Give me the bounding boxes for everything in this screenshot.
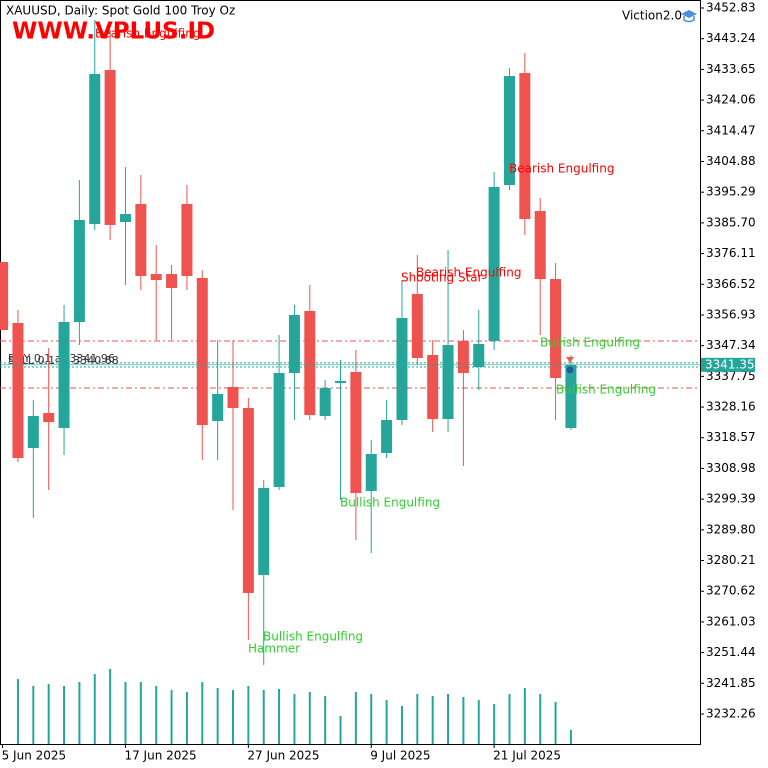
pattern-label: Shooting Star [401, 271, 483, 285]
signal-dot [566, 366, 574, 374]
x-tick-label: 21 Jul 2025 [493, 749, 561, 763]
y-tick-label: 3241.85 [706, 676, 756, 690]
candle-body [73, 219, 85, 323]
candle-body [43, 413, 55, 422]
y-tick-label: 3318.57 [706, 430, 756, 444]
y-tick-label: 3337.75 [706, 369, 756, 383]
candle-body [58, 322, 70, 429]
signal-arrow [566, 357, 574, 363]
y-tick-label: 3452.83 [706, 1, 756, 15]
candle-body [411, 293, 423, 359]
y-tick-label: 3299.39 [706, 492, 756, 506]
pattern-label: Bullish Engulfing [263, 630, 363, 644]
candle-body [166, 274, 178, 289]
candle-body [181, 203, 193, 277]
candle-body [0, 262, 9, 331]
pattern-label: Bullish Engulfing [556, 383, 656, 397]
candle-body [27, 416, 39, 449]
candle-body [442, 345, 454, 420]
y-tick-label: 3280.21 [706, 553, 756, 567]
y-tick-label: 3395.29 [706, 185, 756, 199]
candle-body [365, 454, 377, 492]
pattern-label: Bullish Engulfing [340, 496, 440, 510]
candle-body [550, 279, 562, 378]
candle-body [288, 314, 300, 373]
y-tick-label: 3433.65 [706, 62, 756, 76]
candle-body [503, 75, 515, 186]
candle-body [396, 318, 408, 421]
pattern-label: Bearish Engulfing [95, 27, 200, 41]
candle-body [196, 277, 208, 426]
candle-body [319, 388, 331, 417]
y-tick-label: 3347.34 [706, 338, 756, 352]
candle-body [150, 274, 162, 281]
candle-body [12, 322, 24, 459]
y-tick-label: 3443.24 [706, 31, 756, 45]
candle-body [135, 203, 147, 277]
candle-body [212, 393, 224, 422]
candle-body [488, 186, 500, 341]
pattern-label: Bearish Engulfing [509, 162, 614, 176]
pattern-label: Bearish Engulfing [416, 266, 521, 280]
indicator-name: Viction2.0 [622, 9, 682, 23]
candle-body [519, 73, 531, 220]
candle-body [565, 364, 577, 429]
price-tag [701, 357, 755, 372]
y-tick-label: 3404.88 [706, 154, 756, 168]
candle-body [258, 487, 270, 575]
y-tick-label: 3385.70 [706, 215, 756, 229]
candle-body [427, 355, 439, 420]
candle-body [350, 372, 362, 493]
y-tick-label: 3424.06 [706, 93, 756, 107]
pattern-label: Bullish Engulfing [540, 336, 640, 350]
chart-title: XAUUSD, Daily: Spot Gold 100 Troy Oz [6, 4, 235, 18]
y-tick-label: 3308.98 [706, 461, 756, 475]
y-tick-label: 3251.44 [706, 645, 756, 659]
x-tick-label: 27 Jun 2025 [247, 749, 319, 763]
y-tick-label: 3232.26 [706, 707, 756, 721]
y-tick-label: 3261.03 [706, 614, 756, 628]
candle-body [335, 380, 347, 384]
x-tick-label: 9 Jul 2025 [370, 749, 430, 763]
candle-body [227, 387, 239, 409]
y-tick-label: 3328.16 [706, 400, 756, 414]
price-tag-label: 3341.35 [705, 357, 755, 371]
y-tick-label: 3270.62 [706, 584, 756, 598]
candle-body [304, 310, 316, 416]
candle-body [119, 214, 131, 223]
candle-body [534, 210, 546, 280]
candle-body [242, 408, 254, 593]
x-tick-label: 17 Jun 2025 [124, 749, 196, 763]
pattern-label: Hammer [248, 642, 300, 656]
candle-body [273, 372, 285, 488]
indicator-icon [681, 10, 697, 23]
candle-body [457, 340, 469, 373]
y-tick-label: 3289.80 [706, 522, 756, 536]
y-tick-label: 3414.47 [706, 123, 756, 137]
candle-body [381, 420, 393, 454]
y-tick-label: 3376.11 [706, 246, 756, 260]
candle-body [473, 343, 485, 368]
candle-body [104, 70, 116, 225]
y-tick-label: 3366.52 [706, 277, 756, 291]
candle-body [89, 74, 101, 224]
watermark: WWW.VPLUS.ID [12, 19, 215, 45]
y-tick-label: 3356.93 [706, 307, 756, 321]
x-tick-label: 5 Jun 2025 [2, 749, 67, 763]
